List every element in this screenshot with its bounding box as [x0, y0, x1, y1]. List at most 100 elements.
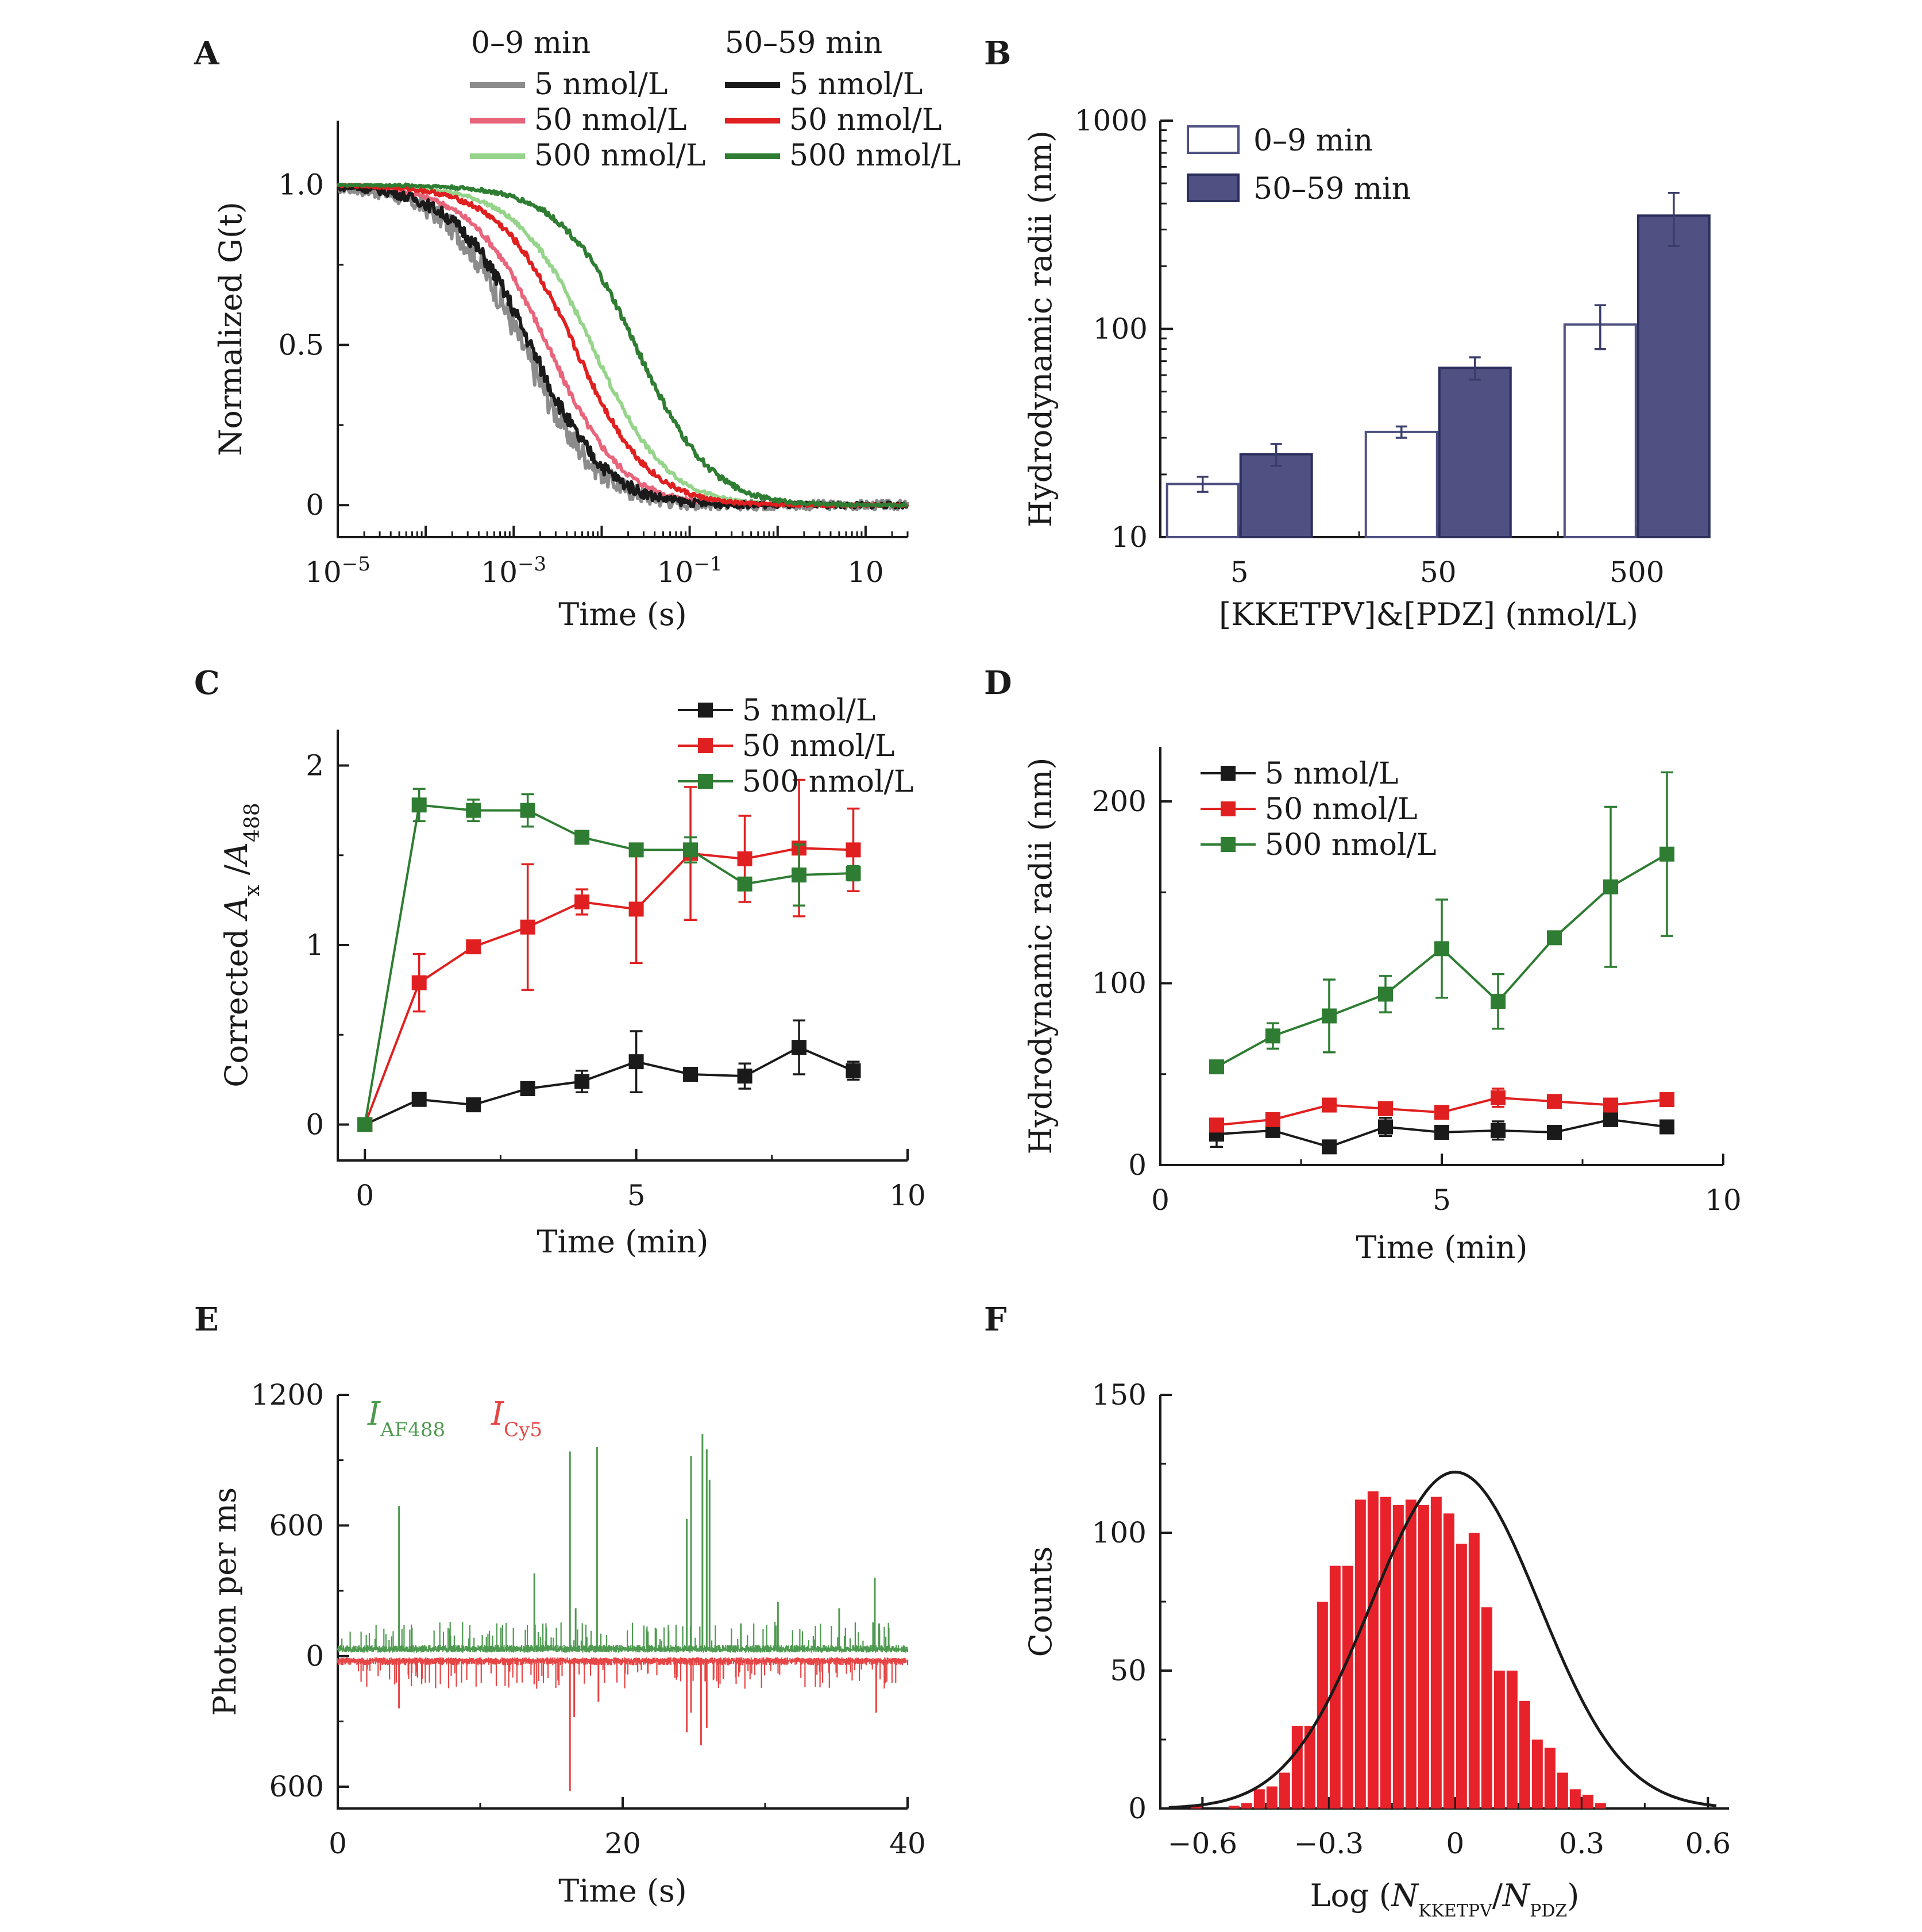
x-tick-label: 10−3 — [481, 553, 546, 589]
x-tick-label: 0.6 — [1685, 1827, 1731, 1860]
legend-marker — [698, 774, 713, 789]
ylabel-part: / — [218, 864, 254, 885]
data-point — [1322, 1097, 1337, 1113]
legend-marker — [1221, 766, 1236, 781]
axis-a — [337, 121, 908, 538]
y-tick-label: 150 — [1092, 1378, 1147, 1412]
y-tick-label: 0 — [1128, 1792, 1147, 1825]
curve-a-5 — [337, 182, 908, 508]
legend-swatch — [1187, 173, 1240, 202]
legend-label: 5 nmol/L — [534, 67, 667, 102]
curve-a-0 — [337, 183, 909, 512]
data-point — [1603, 879, 1618, 894]
x-axis-label: [KKETPV]&[PDZ] (nmol/L) — [1219, 596, 1638, 633]
x-tick-label: 0 — [329, 1827, 347, 1860]
histogram-bar — [1228, 1806, 1240, 1808]
histogram-bar — [1481, 1607, 1492, 1808]
trace-label-sub: AF488 — [380, 1418, 445, 1441]
panel-label-b: B — [984, 34, 1011, 72]
data-point — [1547, 1094, 1562, 1109]
y-tick-label: 100 — [1092, 966, 1147, 1000]
data-point — [1434, 1105, 1449, 1120]
data-point — [357, 1117, 373, 1132]
histogram-bar — [1317, 1602, 1328, 1808]
data-point — [737, 851, 752, 866]
histogram-bar — [1367, 1491, 1379, 1808]
histogram-bar — [1253, 1789, 1265, 1808]
curve-a-2 — [337, 183, 908, 508]
legend-label: 500 nmol/L — [789, 138, 961, 173]
bar — [1239, 453, 1313, 539]
tick-base: 10 — [657, 556, 694, 589]
panel-label-c: C — [194, 664, 220, 702]
legend-label: 50 nmol/L — [1265, 792, 1417, 827]
x-tick-label: 40 — [889, 1827, 926, 1860]
panel-label-a: A — [194, 34, 220, 72]
trace-af488 — [337, 1621, 909, 1653]
x-tick-label: 5 — [627, 1179, 646, 1212]
data-point — [1659, 1092, 1674, 1108]
x-tick-label: 10 — [847, 556, 884, 589]
data-point — [1547, 930, 1562, 946]
x-tick-label: −0.3 — [1294, 1827, 1364, 1860]
histogram-bar — [1392, 1505, 1404, 1808]
series-line — [364, 804, 854, 1125]
y-tick-label: 0 — [1128, 1148, 1147, 1182]
x-axis-label: Time (s) — [558, 596, 686, 633]
histogram-bar — [1493, 1671, 1505, 1808]
histogram-bar — [1279, 1772, 1290, 1808]
xlabel-part: Log ( — [1310, 1877, 1391, 1914]
y-tick-label: 0 — [306, 1640, 324, 1673]
curve-a-1 — [336, 183, 908, 508]
y-tick-label: 0 — [306, 1108, 324, 1142]
bar — [1438, 367, 1512, 538]
data-point — [411, 797, 427, 813]
y-tick-label: 600 — [269, 1770, 324, 1803]
data-point — [737, 876, 752, 892]
legend-swatch — [1187, 125, 1240, 154]
y-tick-label: 1 — [306, 928, 324, 962]
histogram-bar — [1557, 1772, 1568, 1808]
data-point — [1322, 1008, 1337, 1024]
histogram-bar — [1569, 1789, 1581, 1808]
data-point — [683, 1067, 698, 1082]
legend-label: 500 nmol/L — [534, 138, 706, 173]
curve-a-3 — [337, 183, 909, 510]
x-tick-label: 50 — [1420, 556, 1457, 589]
data-point — [1322, 1139, 1337, 1155]
data-point — [1209, 1059, 1224, 1075]
y-axis-label: Hydrodynamic radii (nm) — [1022, 130, 1059, 527]
data-point — [1547, 1125, 1562, 1140]
y-tick-label: 50 — [1110, 1654, 1147, 1687]
ylabel-part: A — [218, 842, 254, 867]
data-point — [466, 803, 481, 818]
ylabel-sub: 488 — [241, 803, 264, 842]
histogram-bar — [1190, 1806, 1202, 1808]
tick-exponent: −3 — [518, 553, 546, 576]
data-point — [1378, 1101, 1393, 1116]
data-point — [1434, 941, 1449, 957]
x-tick-label: 5 — [1433, 1183, 1451, 1217]
y-tick-label: 1.0 — [278, 168, 324, 202]
trace-label: ICy5 — [491, 1395, 542, 1441]
tick-base: 10 — [305, 556, 342, 589]
panel-label-d: D — [984, 664, 1012, 702]
x-axis-label: Time (min) — [537, 1224, 708, 1260]
histogram-bar — [1380, 1497, 1391, 1808]
data-point — [1209, 1117, 1224, 1133]
histogram-bar — [1519, 1700, 1530, 1808]
y-axis-label: Hydrodynamic radii (nm) — [1022, 758, 1059, 1155]
y-tick-label: 100 — [1093, 313, 1148, 346]
legend-label: 50 nmol/L — [789, 103, 941, 137]
legend-label: 500 nmol/L — [1265, 828, 1437, 862]
y-axis-label: Photon per ms — [207, 1487, 243, 1716]
y-tick-label: 2 — [306, 749, 324, 782]
legend-label: 0–9 min — [1253, 124, 1373, 158]
histogram-bar — [1266, 1786, 1278, 1808]
data-point — [574, 830, 590, 845]
data-point — [466, 939, 481, 955]
